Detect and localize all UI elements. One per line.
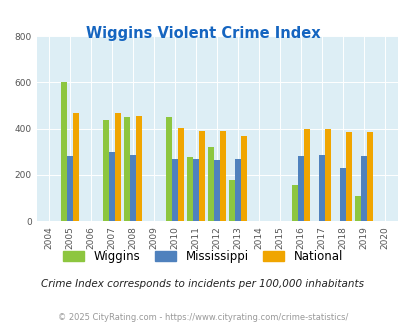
- Bar: [354, 196, 360, 221]
- Bar: [67, 156, 73, 221]
- Bar: [109, 152, 115, 221]
- Legend: Wiggins, Mississippi, National: Wiggins, Mississippi, National: [58, 245, 347, 268]
- Text: © 2025 CityRating.com - https://www.cityrating.com/crime-statistics/: © 2025 CityRating.com - https://www.city…: [58, 313, 347, 322]
- Bar: [198, 131, 205, 221]
- Bar: [229, 180, 234, 221]
- Bar: [172, 159, 178, 221]
- Bar: [292, 185, 298, 221]
- Bar: [130, 154, 136, 221]
- Bar: [208, 147, 214, 221]
- Bar: [235, 159, 241, 221]
- Bar: [115, 113, 121, 221]
- Bar: [360, 156, 366, 221]
- Text: Wiggins Violent Crime Index: Wiggins Violent Crime Index: [85, 26, 320, 41]
- Bar: [241, 136, 246, 221]
- Bar: [61, 82, 67, 221]
- Bar: [166, 117, 172, 221]
- Bar: [178, 128, 183, 221]
- Bar: [73, 113, 79, 221]
- Bar: [136, 116, 142, 221]
- Bar: [187, 157, 193, 221]
- Bar: [345, 132, 351, 221]
- Bar: [124, 117, 130, 221]
- Bar: [220, 131, 226, 221]
- Bar: [324, 129, 330, 221]
- Bar: [303, 129, 309, 221]
- Bar: [193, 159, 199, 221]
- Text: Crime Index corresponds to incidents per 100,000 inhabitants: Crime Index corresponds to incidents per…: [41, 279, 364, 289]
- Bar: [103, 120, 109, 221]
- Bar: [318, 154, 324, 221]
- Bar: [339, 168, 345, 221]
- Bar: [214, 160, 220, 221]
- Bar: [366, 132, 372, 221]
- Bar: [298, 156, 303, 221]
